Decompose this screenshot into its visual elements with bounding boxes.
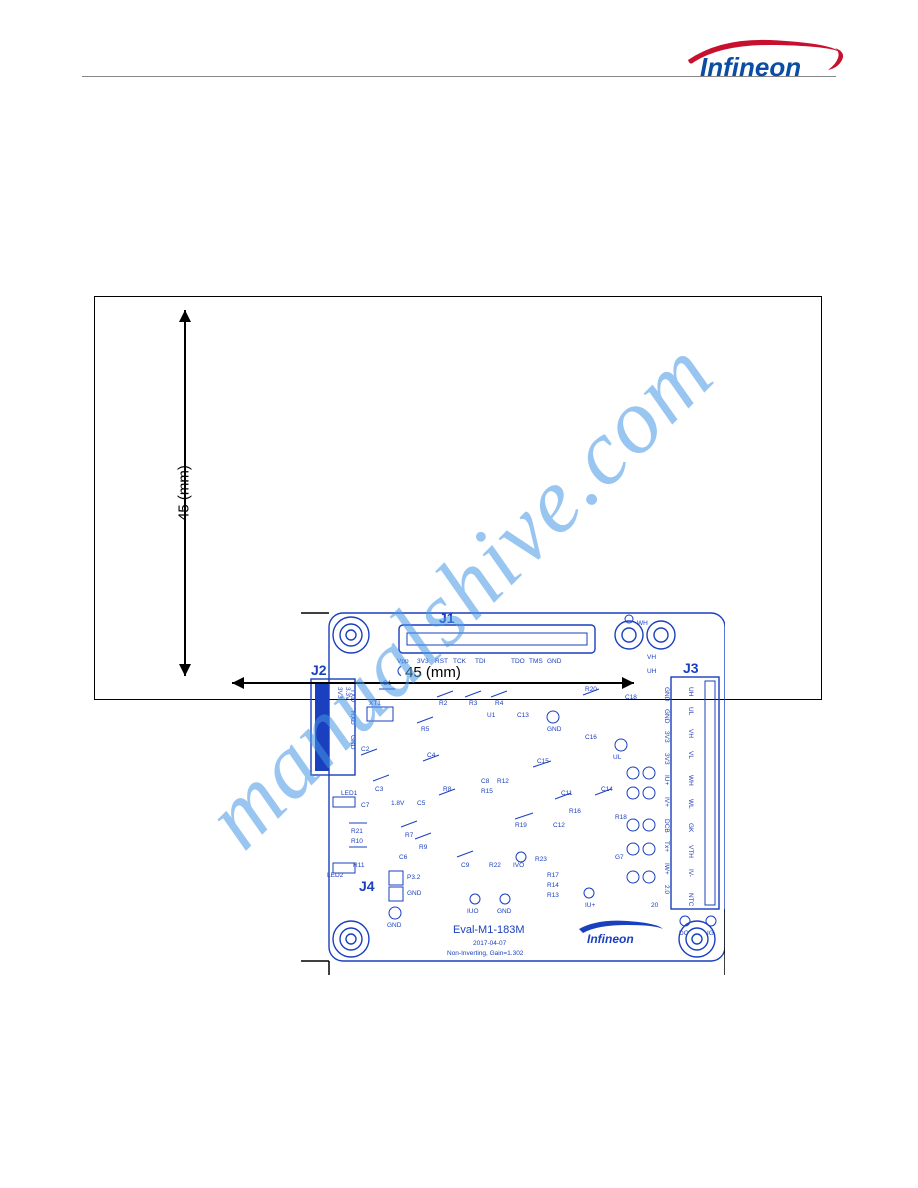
svg-text:TDO: TDO — [511, 658, 525, 665]
svg-text:IU+: IU+ — [663, 775, 670, 786]
svg-text:3V3: 3V3 — [663, 731, 670, 743]
svg-text:C13: C13 — [517, 712, 529, 719]
svg-text:IU+: IU+ — [585, 902, 596, 909]
svg-text:WL: WL — [687, 799, 694, 809]
svg-text:VTH: VTH — [687, 845, 694, 858]
svg-text:Tx+: Tx+ — [663, 841, 670, 852]
svg-text:VL: VL — [687, 751, 694, 759]
svg-text:WH: WH — [687, 775, 694, 786]
svg-text:C8: C8 — [481, 778, 490, 785]
figure-container: .ol { fill:none; stroke:#1a3fbf; stroke-… — [94, 296, 822, 700]
svg-text:IVO: IVO — [513, 862, 524, 869]
svg-text:IV-: IV- — [687, 869, 694, 877]
svg-text:C16: C16 — [585, 734, 597, 741]
svg-text:GND: GND — [547, 658, 562, 665]
svg-text:R18: R18 — [615, 814, 627, 821]
svg-text:UH: UH — [647, 668, 657, 675]
svg-text:GND: GND — [407, 890, 422, 897]
svg-text:UL: UL — [687, 707, 694, 716]
svg-text:P3.2: P3.2 — [407, 874, 421, 881]
svg-text:VH: VH — [687, 729, 694, 738]
svg-text:R17: R17 — [547, 872, 559, 879]
svg-text:UL: UL — [613, 754, 622, 761]
svg-text:2.0: 2.0 — [663, 885, 670, 894]
svg-text:Infineon: Infineon — [587, 932, 634, 946]
dimension-height: 45 (mm) — [162, 310, 190, 676]
svg-text:GK: GK — [687, 823, 694, 833]
svg-text:R9: R9 — [419, 844, 428, 851]
svg-text:DCB: DCB — [663, 819, 670, 833]
svg-text:C5: C5 — [417, 800, 426, 807]
svg-text:DC: DC — [679, 930, 689, 937]
svg-text:LED1: LED1 — [341, 790, 358, 797]
svg-text:R5: R5 — [421, 726, 430, 733]
svg-text:J3: J3 — [683, 660, 699, 676]
svg-text:G7: G7 — [615, 854, 624, 861]
svg-text:R22: R22 — [489, 862, 501, 869]
svg-text:IV+: IV+ — [663, 797, 670, 807]
svg-text:NTC: NTC — [687, 893, 694, 907]
svg-text:1.8V: 1.8V — [391, 800, 405, 807]
svg-text:20: 20 — [651, 902, 659, 909]
svg-text:R11: R11 — [353, 862, 365, 869]
svg-text:GND: GND — [663, 687, 670, 702]
svg-text:R14: R14 — [547, 882, 559, 889]
svg-text:VH: VH — [647, 654, 656, 661]
svg-text:R16: R16 — [569, 808, 581, 815]
brand-logo: Infineon — [680, 32, 848, 84]
svg-text:UH: UH — [687, 687, 694, 697]
svg-text:RXD: RXD — [349, 711, 356, 725]
svg-text:IUO: IUO — [467, 908, 479, 915]
svg-text:R12: R12 — [497, 778, 509, 785]
svg-text:J2: J2 — [311, 662, 327, 678]
svg-text:J4: J4 — [359, 878, 375, 894]
svg-text:2017-04-07: 2017-04-07 — [473, 940, 507, 947]
svg-text:GND: GND — [387, 922, 402, 929]
svg-text:J1: J1 — [439, 610, 455, 626]
svg-text:Non-Inverting, Gain=1.302: Non-Inverting, Gain=1.302 — [447, 950, 524, 957]
svg-text:C12: C12 — [553, 822, 565, 829]
svg-text:R15: R15 — [481, 788, 493, 795]
svg-text:GND: GND — [547, 726, 562, 733]
svg-text:TMS: TMS — [529, 658, 543, 665]
svg-text:R23: R23 — [535, 856, 547, 863]
svg-text:C7: C7 — [361, 802, 370, 809]
svg-text:R13: R13 — [547, 892, 559, 899]
svg-text:C6: C6 — [399, 854, 408, 861]
svg-text:R19: R19 — [515, 822, 527, 829]
svg-text:GND: GND — [349, 735, 356, 750]
svg-text:U1: U1 — [487, 712, 496, 719]
svg-text:WH: WH — [637, 620, 648, 627]
svg-text:C3: C3 — [375, 786, 384, 793]
svg-text:R7: R7 — [405, 832, 414, 839]
svg-text:IW+: IW+ — [663, 863, 670, 875]
svg-text:TDI: TDI — [475, 658, 486, 665]
svg-text:R21: R21 — [351, 828, 363, 835]
svg-text:GND: GND — [497, 908, 512, 915]
svg-text:LED2: LED2 — [327, 872, 344, 879]
svg-text:C9: C9 — [461, 862, 470, 869]
svg-text:R10: R10 — [351, 838, 363, 845]
svg-text:Eval-M1-183M: Eval-M1-183M — [453, 924, 525, 936]
dimension-width: 45 (mm) — [232, 680, 634, 708]
svg-text:IG: IG — [707, 930, 714, 937]
svg-text:Infineon: Infineon — [700, 52, 801, 82]
pcb-diagram: .ol { fill:none; stroke:#1a3fbf; stroke-… — [289, 605, 725, 975]
svg-text:3V3: 3V3 — [663, 753, 670, 765]
svg-text:GND: GND — [663, 709, 670, 724]
